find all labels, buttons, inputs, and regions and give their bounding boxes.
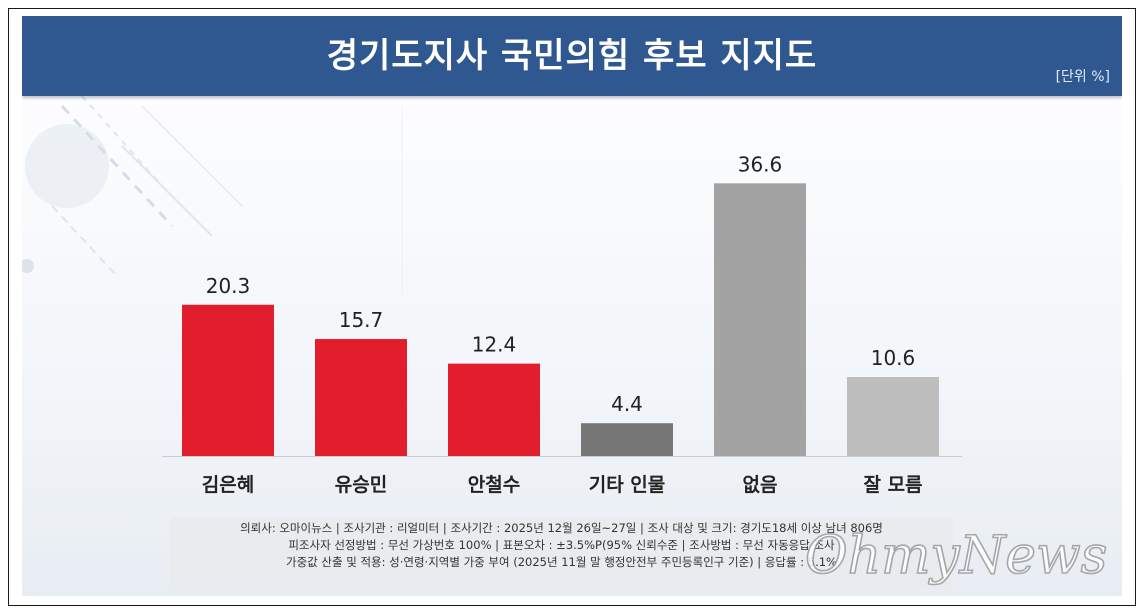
data-label: 36.6 <box>738 152 783 176</box>
chart-title: 경기도지사 국민의힘 후보 지지도 <box>326 36 818 76</box>
data-label: 20.3 <box>206 274 251 298</box>
category-label: 잘 모름 <box>863 474 922 496</box>
bar <box>847 377 939 456</box>
category-label: 안철수 <box>468 474 520 496</box>
bar <box>714 183 806 456</box>
survey-info-line: 의뢰사: 오마이뉴스 | 조사기관 : 리얼미터 | 조사기간 : 2025년 … <box>240 521 883 535</box>
data-label: 12.4 <box>472 333 517 357</box>
bar <box>581 423 673 456</box>
bar <box>448 363 540 456</box>
data-label: 15.7 <box>339 308 384 332</box>
bar-chart: 20.3 김은혜 15.7 유승민 12.4 안철수 4.4 기타 인물 36.6 없음 10.6 잘… <box>162 152 962 496</box>
figure-frame: 경기도지사 국민의힘 후보 지지도 [단위 %] 20.3 김은혜 15.7 유승민 1… <box>8 8 1136 606</box>
unit-label: [단위 %] <box>1055 69 1110 85</box>
bar <box>182 304 274 456</box>
category-label: 김은혜 <box>202 474 254 496</box>
chart-panel: 경기도지사 국민의힘 후보 지지도 [단위 %] 20.3 김은혜 15.7 유승민 1… <box>22 16 1122 596</box>
category-label: 유승민 <box>335 474 387 496</box>
background-decoration <box>22 96 403 296</box>
survey-info-line: 가중값 산출 및 적용: 성·연령·지역별 가중 부여 (2025년 11월 말… <box>286 555 837 569</box>
survey-info-line: 피조사자 선정방법 : 무선 가상번호 100% | 표본오차 : ±3.5%P… <box>288 538 835 552</box>
data-label: 4.4 <box>611 392 643 416</box>
category-label: 없음 <box>743 474 778 496</box>
title-banner: 경기도지사 국민의힘 후보 지지도 [단위 %] <box>22 16 1122 96</box>
data-label: 10.6 <box>871 346 916 370</box>
category-label: 기타 인물 <box>589 474 666 496</box>
survey-info-box: 의뢰사: 오마이뉴스 | 조사기관 : 리얼미터 | 조사기간 : 2025년 … <box>170 517 953 589</box>
bar <box>315 339 407 456</box>
